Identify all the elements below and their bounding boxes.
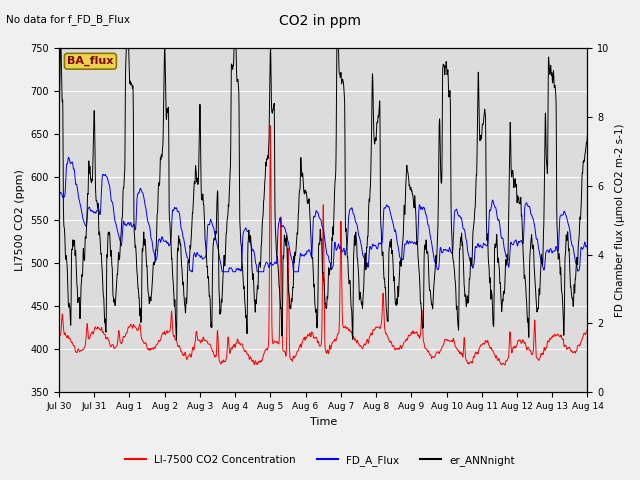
Y-axis label: LI7500 CO2 (ppm): LI7500 CO2 (ppm) (15, 169, 25, 271)
Text: No data for f_FD_B_Flux: No data for f_FD_B_Flux (6, 14, 131, 25)
Text: BA_flux: BA_flux (67, 56, 114, 66)
Text: CO2 in ppm: CO2 in ppm (279, 14, 361, 28)
X-axis label: Time: Time (310, 417, 337, 427)
Legend: LI-7500 CO2 Concentration, FD_A_Flux, er_ANNnight: LI-7500 CO2 Concentration, FD_A_Flux, er… (121, 451, 519, 470)
Y-axis label: FD Chamber flux (μmol CO2 m-2 s-1): FD Chamber flux (μmol CO2 m-2 s-1) (615, 123, 625, 317)
